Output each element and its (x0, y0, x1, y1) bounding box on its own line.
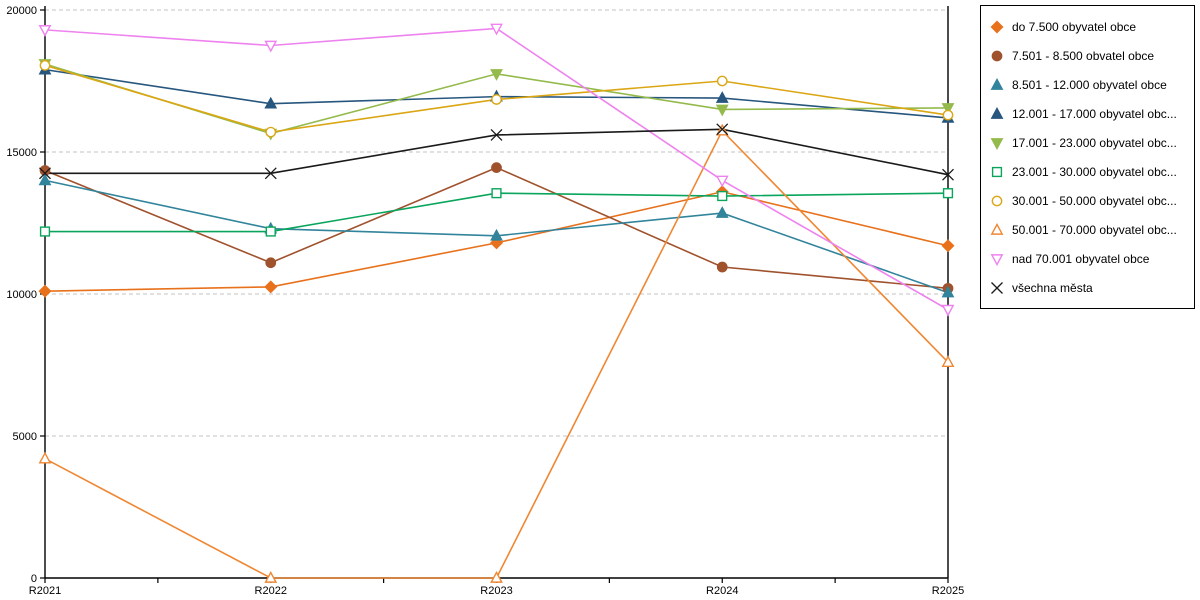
data-point-circle (265, 257, 277, 269)
legend-marker-x-icon (991, 281, 1003, 294)
data-point-triangle-down (264, 40, 278, 53)
data-point-circle (716, 261, 728, 273)
legend-marker-triangle-up-icon (990, 106, 1004, 119)
data-point-circle (991, 50, 1003, 61)
data-point-circle (991, 195, 1003, 206)
data-point-triangle-down (990, 253, 1004, 266)
data-point-diamond (941, 239, 955, 253)
data-point-triangle-up (264, 96, 278, 109)
legend-marker-triangle-down-icon (990, 137, 1004, 150)
legend-item-label: 23.001 - 30.000 obyvatel obc... (1012, 164, 1177, 179)
legend-item: všechna města (989, 273, 1186, 302)
y-tick-label: 10000 (6, 289, 37, 301)
data-point-circle (265, 126, 277, 138)
data-point-triangle-up (490, 228, 503, 241)
data-point-diamond (38, 284, 52, 298)
data-point-triangle-down (941, 304, 955, 317)
data-point-x (942, 168, 954, 181)
data-point-triangle-up (490, 571, 503, 583)
legend-item: 7.501 - 8.500 obvatel obce (989, 41, 1186, 70)
data-point-triangle-down (715, 175, 729, 188)
legend-item-label: všechna města (1012, 280, 1093, 295)
legend-item-label: 30.001 - 50.000 obyvatel obc... (1012, 193, 1177, 208)
data-point-triangle-up (990, 222, 1004, 235)
x-tick-label: R2025 (932, 585, 964, 597)
data-point-triangle-up (715, 206, 729, 218)
legend-item-label: 50.001 - 70.000 obyvatel obc... (1012, 222, 1177, 237)
legend-marker-square-icon (991, 166, 1003, 177)
legend-item-label: 8.501 - 12.000 obyvatel obce (1012, 77, 1167, 92)
data-point-triangle-up (38, 173, 52, 186)
legend-item: 23.001 - 30.000 obyvatel obc... (989, 157, 1186, 186)
legend-marker-diamond-icon (990, 20, 1004, 33)
data-point-square (991, 166, 1003, 177)
data-point-x (39, 167, 51, 180)
data-point-circle (942, 109, 954, 121)
data-point-triangle-up (941, 285, 955, 298)
data-point-triangle-down (715, 104, 729, 117)
legend-item: 30.001 - 50.000 obyvatel obc... (989, 186, 1186, 215)
data-point-triangle-up (715, 91, 729, 103)
x-tick-label: R2022 (255, 585, 287, 597)
legend-item: nad 70.001 obyvatel obce (989, 244, 1186, 273)
data-point-x (490, 129, 503, 141)
legend-marker-triangle-down-icon (990, 253, 1004, 266)
data-point-circle (491, 162, 502, 173)
series-line (44, 166, 949, 290)
data-point-x (264, 167, 277, 180)
legend-item-label: 7.501 - 8.500 obvatel obce (1012, 48, 1155, 63)
data-point-triangle-down (490, 69, 503, 81)
legend-item-label: nad 70.001 obyvatel obce (1012, 251, 1150, 266)
data-point-triangle-up (264, 571, 278, 583)
x-tick-label: R2023 (480, 585, 512, 597)
data-point-x (991, 281, 1003, 294)
data-point-triangle-up (990, 106, 1004, 119)
legend-item-label: do 7.500 obyvatel obce (1012, 19, 1137, 34)
legend-item: do 7.500 obyvatel obce (989, 12, 1186, 41)
data-point-triangle-up (990, 77, 1004, 90)
data-point-circle (716, 75, 728, 87)
data-point-square (39, 226, 51, 237)
data-point-x (716, 123, 729, 136)
legend-item: 50.001 - 70.000 obyvatel obc... (989, 215, 1186, 244)
data-point-square (491, 188, 502, 199)
legend-item-label: 17.001 - 23.000 obyvatel obc... (1012, 135, 1177, 150)
legend-marker-triangle-up-icon (990, 77, 1004, 90)
legend-item: 17.001 - 23.000 obyvatel obc... (989, 128, 1186, 157)
data-point-triangle-down (990, 137, 1004, 150)
data-point-triangle-down (490, 23, 503, 36)
data-point-circle (491, 94, 502, 105)
data-point-diamond (264, 280, 278, 294)
data-point-square (942, 188, 954, 199)
data-point-diamond (990, 20, 1004, 33)
data-point-triangle-down (941, 103, 955, 115)
legend-item: 8.501 - 12.000 obyvatel obce (989, 70, 1186, 99)
x-tick-label: R2021 (29, 585, 61, 597)
data-point-square (265, 226, 276, 237)
legend-item: 12.001 - 17.000 obyvatel obc... (989, 99, 1186, 128)
legend-marker-circle-icon (991, 195, 1003, 206)
y-tick-label: 20000 (6, 5, 37, 17)
data-point-circle (39, 60, 51, 71)
data-point-triangle-down (38, 25, 52, 37)
x-tick-label: R2024 (706, 585, 738, 597)
data-point-triangle-up (38, 451, 52, 464)
data-point-triangle-up (941, 355, 955, 367)
data-point-square (717, 190, 728, 202)
y-tick-label: 0 (31, 573, 37, 585)
legend-marker-circle-icon (991, 50, 1003, 61)
y-tick-label: 15000 (6, 147, 37, 159)
legend-item-label: 12.001 - 17.000 obyvatel obc... (1012, 106, 1177, 121)
chart-legend: do 7.500 obyvatel obce 7.501 - 8.500 obva… (980, 5, 1195, 309)
y-tick-label: 5000 (13, 431, 37, 443)
legend-marker-triangle-up-icon (990, 222, 1004, 235)
